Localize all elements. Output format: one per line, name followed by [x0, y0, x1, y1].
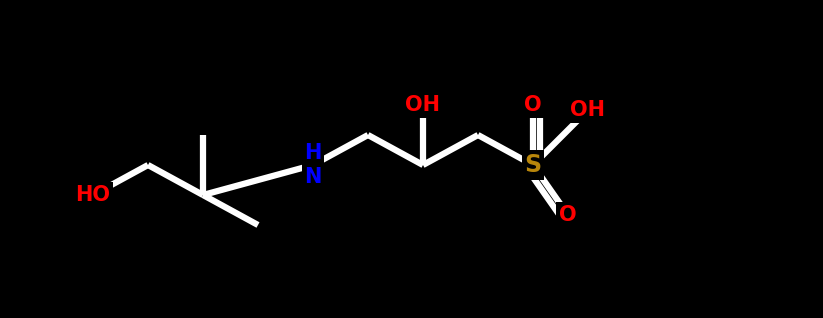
Text: S: S	[524, 153, 542, 177]
Text: O: O	[559, 205, 577, 225]
Text: O: O	[524, 95, 542, 115]
Text: H
N: H N	[305, 143, 322, 187]
Text: HO: HO	[76, 185, 110, 205]
Text: OH: OH	[570, 100, 606, 120]
Text: OH: OH	[406, 95, 440, 115]
